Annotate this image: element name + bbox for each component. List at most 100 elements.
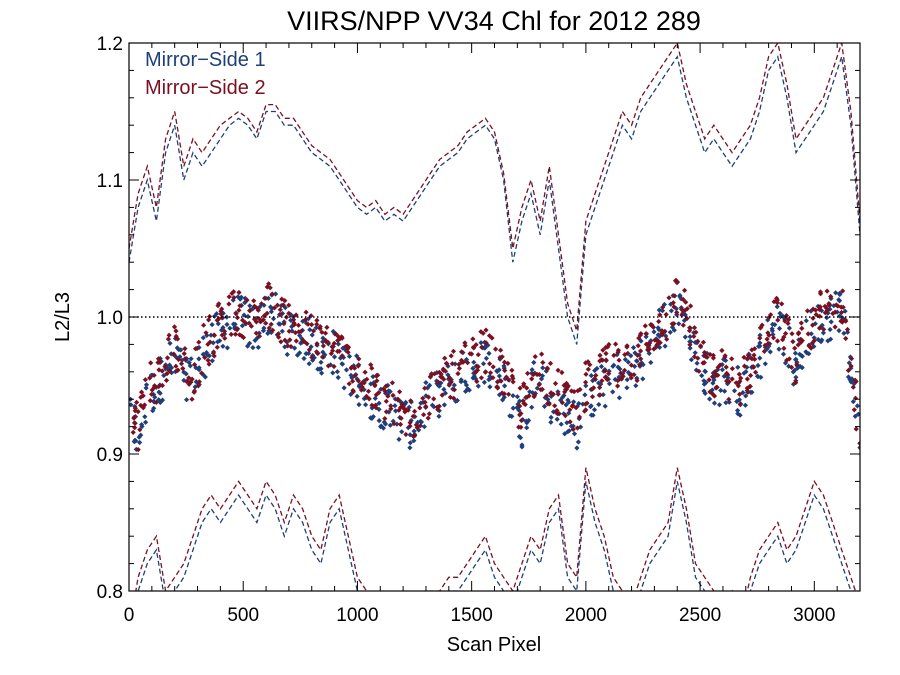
- series-1-point: [828, 336, 834, 342]
- series-1-point: [602, 403, 608, 409]
- series-1-point: [372, 395, 378, 401]
- series-2-point: [153, 399, 159, 405]
- series-1-point: [308, 344, 314, 350]
- series-1-point: [757, 332, 763, 338]
- series-2-point: [652, 337, 658, 343]
- series-2-point: [698, 343, 704, 349]
- series-1-point: [340, 345, 346, 351]
- series-1-point: [265, 330, 271, 336]
- series-2-point: [398, 415, 404, 421]
- series-2-point: [166, 332, 172, 338]
- series-2-point: [280, 302, 286, 308]
- series-1-point: [387, 422, 393, 428]
- series-1-point: [268, 309, 274, 315]
- series-1-point: [598, 381, 604, 387]
- series-2-point: [713, 384, 719, 390]
- series-2-point: [192, 362, 198, 368]
- series-2-point: [615, 349, 621, 355]
- series-1-point: [346, 353, 353, 359]
- series-1-point: [425, 385, 431, 391]
- x-tick-label: 0: [124, 605, 135, 626]
- series-2-point: [857, 440, 860, 446]
- series-1-point: [735, 411, 741, 417]
- series-1-point: [519, 444, 525, 450]
- series-2-point: [248, 323, 254, 329]
- series-1-point: [496, 367, 502, 373]
- series-2-point: [524, 385, 530, 391]
- series-2-point: [319, 354, 326, 360]
- series-1-point: [688, 357, 694, 363]
- series-1-point: [348, 391, 354, 397]
- series-1-point: [808, 308, 814, 314]
- series-1-point: [436, 413, 442, 419]
- series-1-point: [820, 330, 826, 336]
- series-1-point: [289, 324, 295, 330]
- series-1-point: [501, 365, 507, 371]
- series-2-point: [446, 382, 452, 388]
- series-1-point: [318, 366, 324, 372]
- series-2-point: [567, 407, 573, 413]
- legend-entry-1: Mirror−Side 1: [145, 49, 266, 71]
- series-1-point: [628, 353, 634, 359]
- series-1-point: [192, 384, 198, 390]
- series-2-point: [505, 360, 511, 366]
- legend-entry-2: Mirror−Side 2: [145, 77, 266, 99]
- series-2-point: [517, 385, 523, 391]
- series-2-point: [751, 352, 757, 358]
- series-2-point: [726, 396, 732, 402]
- series-1-point: [300, 318, 306, 324]
- series-2-point: [435, 379, 441, 385]
- series-2-point: [853, 378, 859, 385]
- series-2-point: [826, 301, 832, 307]
- series-2-point: [680, 322, 686, 328]
- series-1-point: [819, 322, 825, 328]
- series-2-point: [421, 412, 427, 418]
- series-2-point: [281, 321, 287, 327]
- series-1-point: [220, 325, 226, 331]
- y-tick-label: 0.9: [97, 445, 123, 466]
- series-2-point: [151, 384, 157, 390]
- series-1-point: [622, 356, 628, 363]
- series-2-point: [744, 385, 750, 391]
- series-1-point: [676, 321, 682, 327]
- series-1-point: [767, 349, 773, 355]
- series-2-point: [848, 356, 855, 362]
- series-2-point: [666, 295, 672, 301]
- series-1-point: [335, 374, 341, 381]
- series-1-point: [343, 348, 349, 354]
- series-2-point: [186, 381, 192, 387]
- series-1-point: [709, 387, 715, 393]
- series-2-point: [696, 368, 702, 374]
- series-2-point: [634, 377, 640, 384]
- series-2-point: [766, 332, 772, 338]
- series-2-point: [628, 372, 634, 378]
- series-1-point: [653, 336, 659, 342]
- series-2-point: [246, 320, 252, 326]
- series-2-point: [331, 363, 337, 370]
- series-2-point: [497, 354, 503, 361]
- series-1-point: [334, 369, 340, 375]
- series-2-point: [757, 325, 764, 331]
- series-2-point: [253, 319, 259, 325]
- series-2-point: [651, 346, 657, 352]
- series-1-point: [668, 308, 674, 314]
- series-2-point: [843, 335, 849, 342]
- series-2-point: [201, 322, 207, 328]
- series-1-point: [548, 393, 554, 399]
- series-2-point: [234, 326, 240, 332]
- series-2-point: [226, 294, 232, 300]
- series-2-upper-line: [129, 43, 860, 331]
- series-1-point: [731, 388, 738, 394]
- series-2-point: [237, 303, 243, 309]
- series-2-point: [603, 350, 609, 357]
- series-2-point: [583, 360, 589, 366]
- series-2-point: [286, 310, 292, 316]
- series-1-point: [514, 394, 520, 400]
- series-2-point: [700, 360, 706, 366]
- series-2-point: [563, 380, 570, 386]
- y-tick-label: 1.0: [97, 308, 123, 329]
- series-2-point: [638, 331, 644, 337]
- series-2-point: [207, 339, 213, 345]
- series-2-point: [490, 375, 496, 381]
- series-1-point: [757, 355, 763, 361]
